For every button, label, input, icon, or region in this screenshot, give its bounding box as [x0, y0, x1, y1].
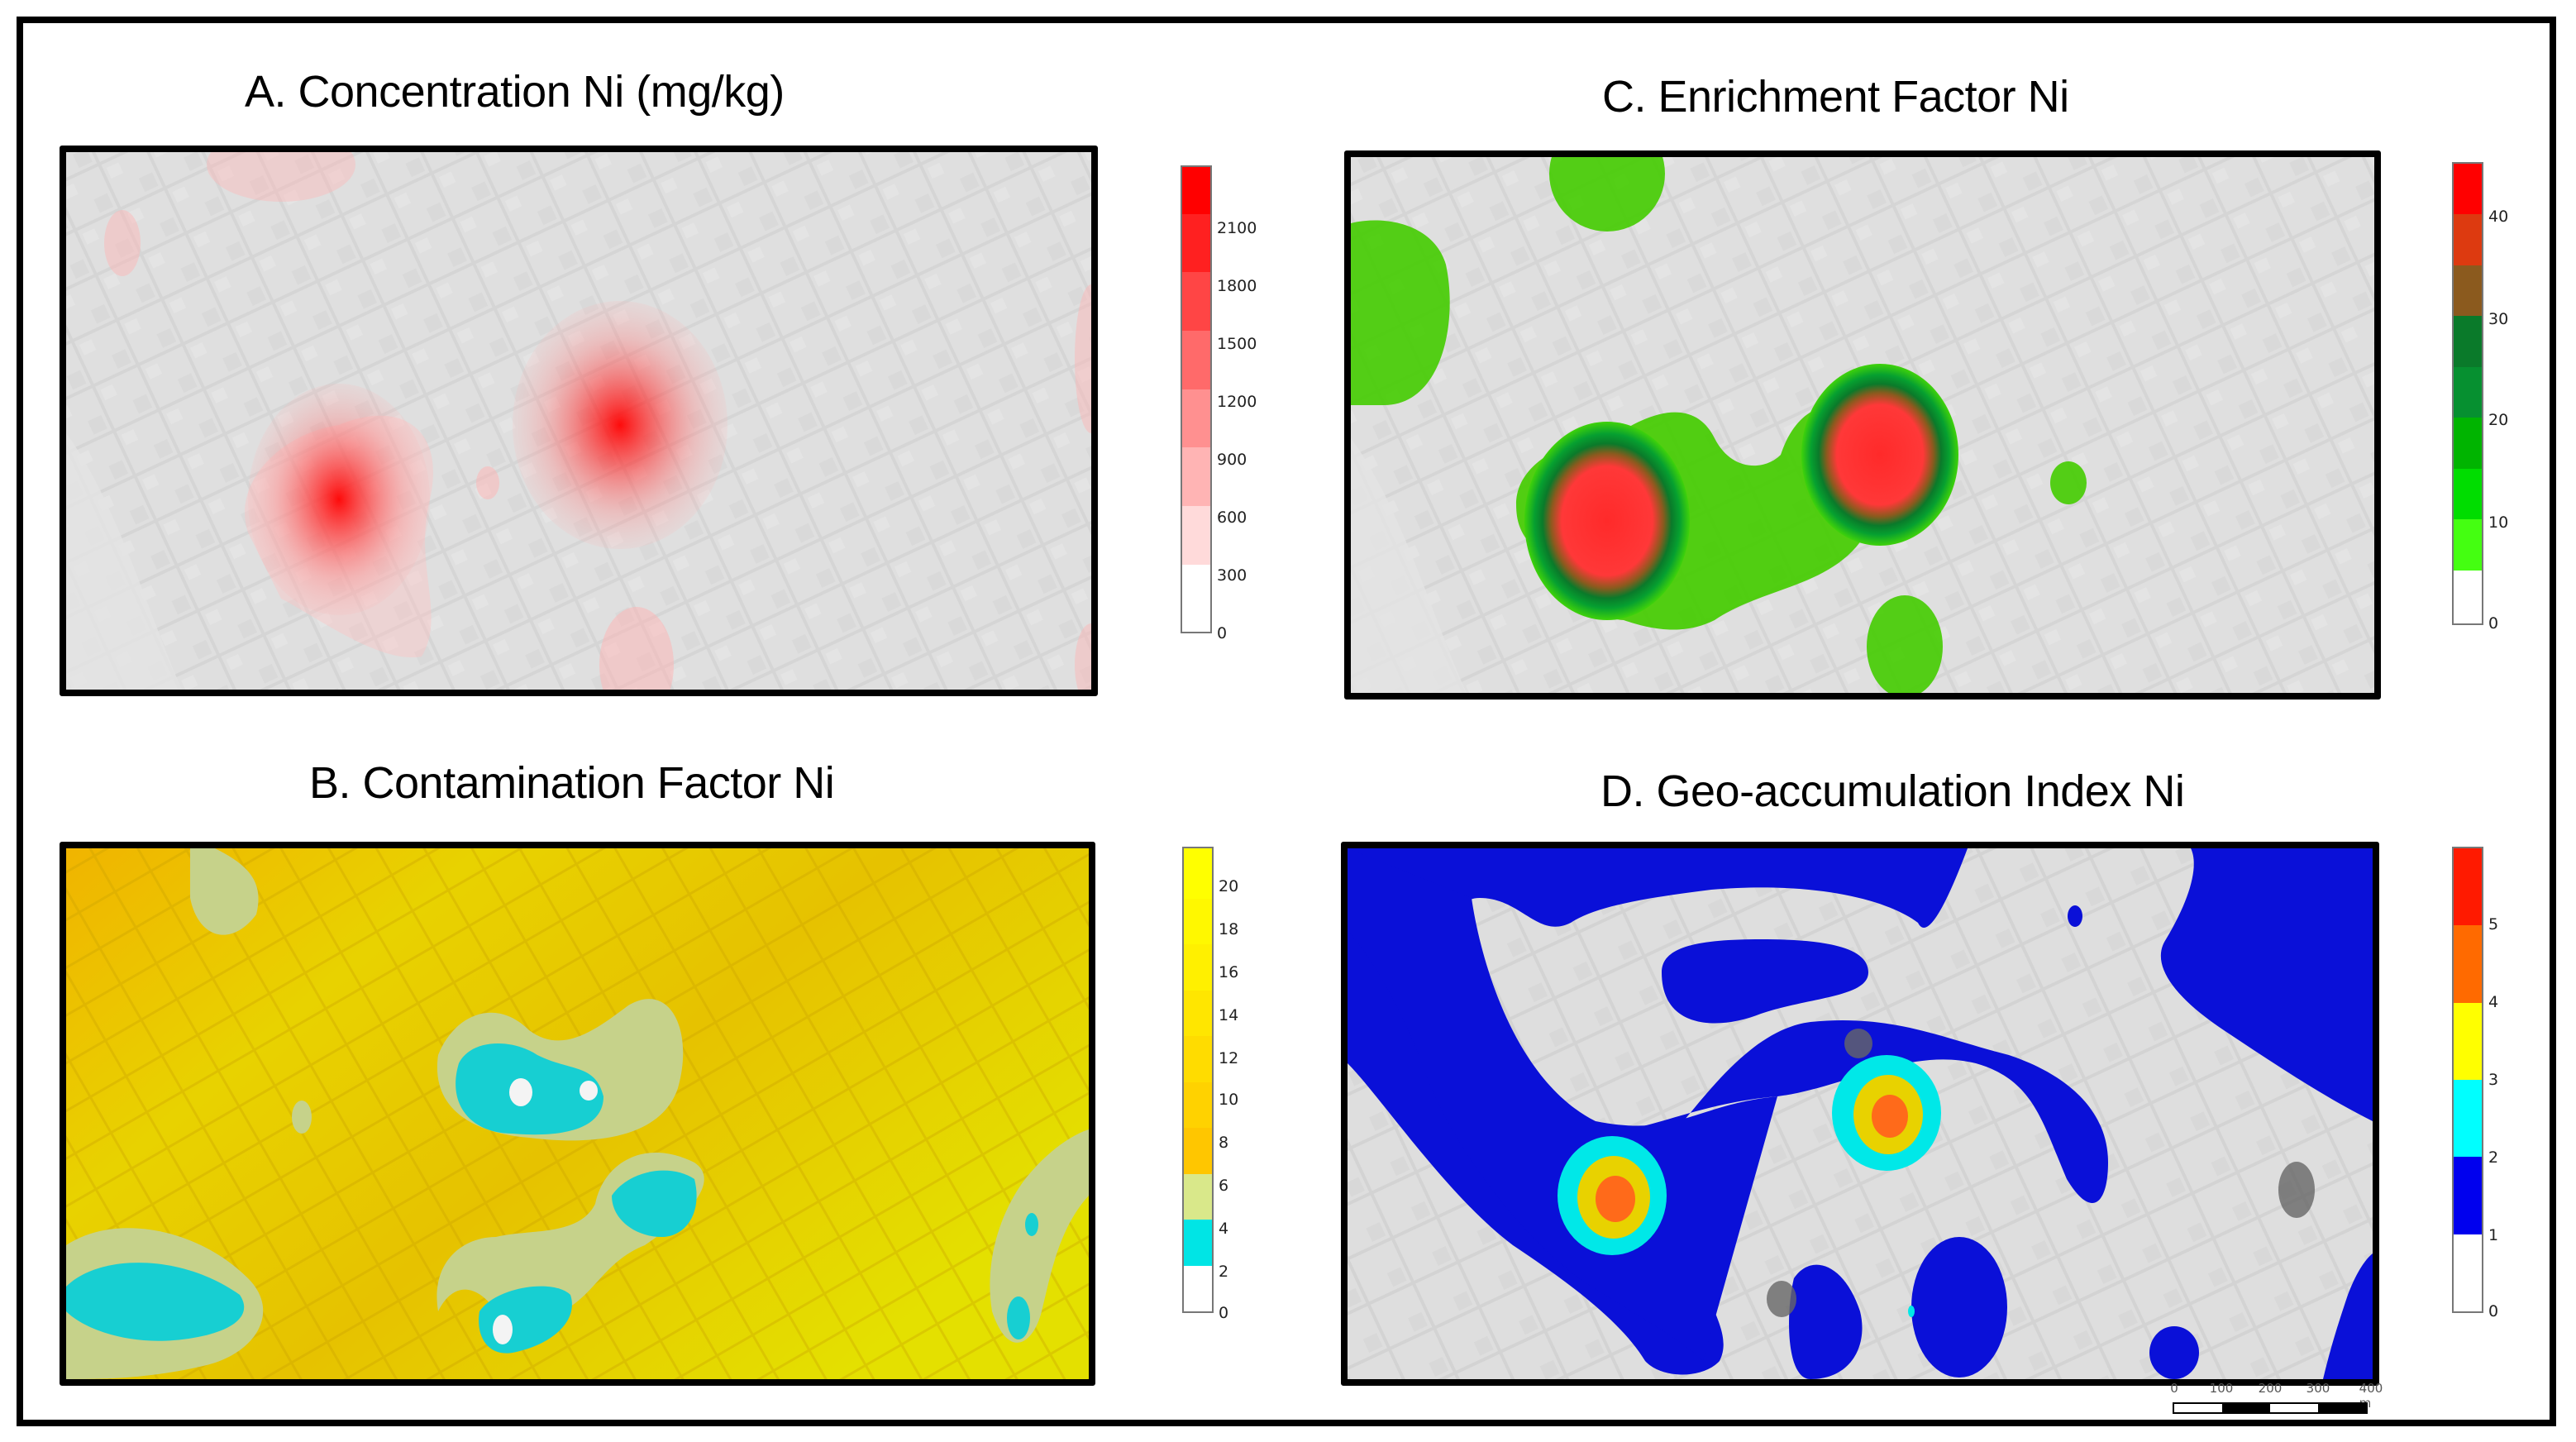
panel-c-title: C. Enrichment Factor Ni [1602, 72, 2069, 122]
contamination-legend: 20 18 16 14 12 10 8 6 4 2 0 [1182, 847, 1281, 1322]
legend-tick: 0 [2488, 1302, 2499, 1320]
legend-tick: 8 [1219, 1134, 1229, 1152]
scale-label: 0 [2170, 1381, 2178, 1396]
legend-tick: 40 [2488, 208, 2509, 226]
legend-tick: 20 [1219, 877, 1239, 895]
legend-tick: 12 [1219, 1049, 1239, 1067]
legend-tick: 0 [2488, 614, 2499, 633]
legend-tick: 18 [1219, 920, 1239, 938]
figure-frame [17, 17, 2556, 1426]
geoaccumulation-heatmap [1348, 848, 2373, 1379]
legend-tick: 900 [1217, 451, 1247, 469]
legend-tick: 2 [2488, 1148, 2499, 1167]
legend-tick: 1500 [1217, 335, 1257, 353]
legend-tick: 30 [2488, 310, 2509, 328]
colorbar-enrichment [2452, 162, 2483, 625]
legend-tick: 10 [1219, 1091, 1239, 1109]
colorbar-geoaccumulation [2452, 847, 2483, 1313]
legend-tick: 4 [1219, 1220, 1229, 1238]
colorbar-contamination [1182, 847, 1214, 1313]
legend-tick: 0 [1217, 624, 1228, 642]
enrichment-legend: 40 30 20 10 0 [2452, 162, 2551, 633]
legend-tick: 1800 [1217, 277, 1257, 295]
map-concentration[interactable] [60, 146, 1098, 696]
panel-b-title: B. Contamination Factor Ni [309, 758, 835, 808]
legend-tick: 5 [2488, 915, 2499, 933]
scale-bar: 0 100 200 300 400 m [2170, 1381, 2383, 1421]
legend-tick: 10 [2488, 513, 2509, 532]
legend-tick: 16 [1219, 963, 1239, 981]
legend-tick: 6 [1219, 1177, 1229, 1195]
legend-tick: 20 [2488, 411, 2509, 429]
legend-tick: 4 [2488, 993, 2499, 1011]
contamination-heatmap [66, 848, 1089, 1379]
colorbar-concentration [1181, 165, 1212, 633]
scale-label: 300 [2306, 1381, 2330, 1396]
map-geoaccumulation-index[interactable] [1341, 842, 2379, 1386]
legend-tick: 300 [1217, 566, 1247, 585]
legend-tick: 3 [2488, 1071, 2499, 1089]
geoaccumulation-legend: 5 4 3 2 1 0 [2452, 847, 2551, 1320]
legend-tick: 14 [1219, 1006, 1239, 1024]
map-contamination-factor[interactable] [60, 842, 1095, 1386]
legend-tick: 2100 [1217, 219, 1257, 237]
legend-tick: 1200 [1217, 393, 1257, 411]
scale-label: 200 [2258, 1381, 2283, 1396]
concentration-legend: 2100 1800 1500 1200 900 600 300 0 [1181, 165, 1280, 642]
legend-tick: 1 [2488, 1226, 2499, 1244]
panel-a-title: A. Concentration Ni (mg/kg) [245, 67, 785, 117]
legend-tick: 2 [1219, 1263, 1229, 1281]
legend-tick: 0 [1219, 1304, 1229, 1322]
map-enrichment-factor[interactable] [1344, 150, 2381, 700]
panel-d-title: D. Geo-accumulation Index Ni [1600, 766, 2185, 816]
scale-label: 100 [2209, 1381, 2234, 1396]
concentration-heatmap [66, 152, 1091, 690]
legend-tick: 600 [1217, 509, 1247, 527]
enrichment-heatmap [1351, 157, 2374, 693]
